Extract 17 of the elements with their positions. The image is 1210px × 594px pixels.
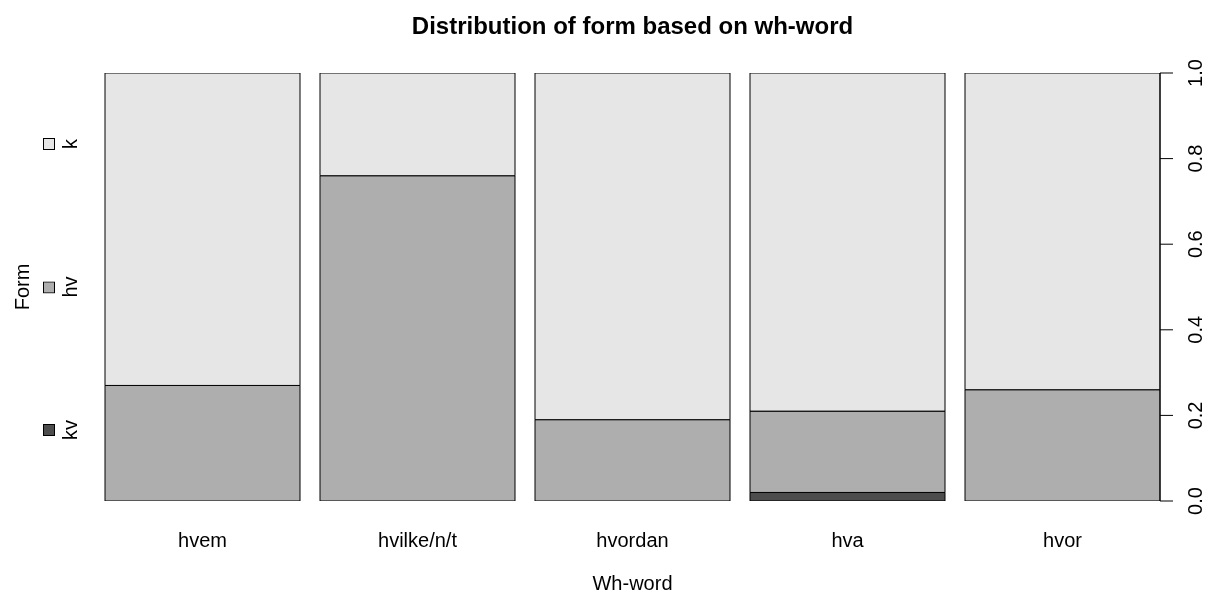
y-tick-label: 1.0: [1184, 59, 1206, 87]
x-tick-label: hvor: [1043, 529, 1083, 551]
y-tick-label: 0.4: [1184, 315, 1206, 344]
x-tick-label: hva: [831, 529, 865, 551]
legend-label: k: [59, 139, 81, 150]
x-tick-label: hvilke/n/t: [378, 529, 458, 551]
x-tick-label: hvordan: [596, 529, 669, 551]
y-tick-label: 0.2: [1184, 401, 1206, 430]
y-tick-label: 0.8: [1184, 144, 1206, 173]
y-axis-title: Form: [11, 263, 33, 311]
y-tick-label: 0.6: [1184, 230, 1206, 259]
legend-label: hv: [59, 276, 81, 298]
y-tick-label: 0.0: [1184, 487, 1206, 515]
chart-title: Distribution of form based on wh-word: [411, 12, 854, 39]
legend-label: kv: [59, 419, 81, 440]
x-tick-label: hvem: [178, 529, 227, 551]
x-axis-title: Wh-word: [592, 572, 673, 594]
